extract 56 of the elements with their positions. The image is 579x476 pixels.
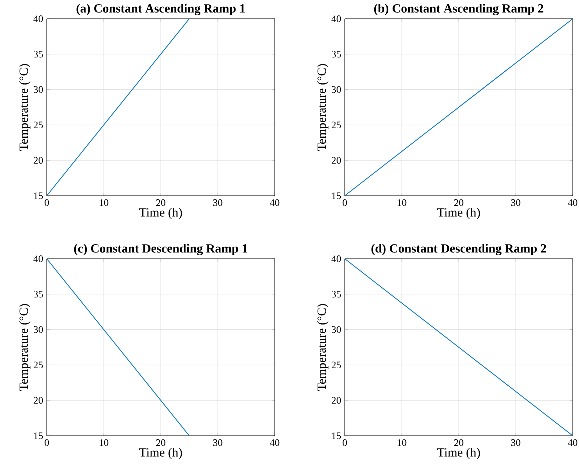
y-tick-label: 20 [34,397,44,404]
y-tick-label: 15 [332,432,342,440]
y-tick-label: 25 [34,362,44,369]
x-tick-label: 0 [44,440,50,446]
y-tick-label: 35 [34,51,44,58]
chart-title: (c) Constant Descending Ramp 1 [74,244,248,256]
x-tick-label: 0 [44,200,50,206]
x-tick-label: 40 [568,200,578,206]
x-axis-title: Time (h) [437,448,480,460]
y-tick-label: 25 [332,122,342,129]
y-tick-label: 30 [34,326,44,334]
x-tick-label: 40 [270,440,280,446]
x-axis-title: Time (h) [139,448,182,460]
x-tick-label: 0 [342,440,348,446]
y-tick-label: 20 [332,157,342,164]
x-tick-label: 40 [270,200,280,206]
x-tick-label: 30 [512,200,521,206]
y-tick-label: 35 [34,291,44,298]
y-tick-label: 35 [332,51,342,58]
x-axis-title: Time (h) [437,208,480,220]
x-tick-label: 10 [398,440,407,446]
y-axis-title: Temperature (°C) [317,64,329,151]
chart-title: (b) Constant Ascending Ramp 2 [374,4,544,16]
y-axis-title: Temperature (°C) [19,64,31,151]
y-axis-title: Temperature (°C) [19,304,31,391]
chart-title: (a) Constant Ascending Ramp 1 [76,4,246,16]
x-tick-label: 10 [100,200,109,206]
y-tick-label: 30 [332,326,342,334]
y-tick-label: 30 [34,86,44,94]
x-tick-label: 0 [342,200,348,206]
x-tick-label: 10 [100,440,109,446]
x-tick-label: 40 [568,440,578,446]
y-tick-label: 20 [34,157,44,164]
y-tick-label: 15 [34,192,44,200]
y-tick-label: 15 [34,432,44,440]
y-tick-label: 40 [34,16,44,22]
y-tick-label: 25 [332,362,342,369]
x-tick-label: 30 [214,200,223,206]
y-tick-label: 25 [34,122,44,129]
x-tick-label: 20 [156,440,166,446]
x-axis-title: Time (h) [139,208,182,220]
y-tick-label: 30 [332,86,342,94]
x-tick-label: 20 [454,440,464,446]
y-axis-title: Temperature (°C) [317,304,329,391]
y-tick-label: 15 [332,192,342,200]
x-tick-label: 20 [454,200,464,206]
y-tick-label: 40 [34,256,44,262]
x-tick-label: 20 [156,200,166,206]
y-tick-label: 40 [332,256,342,262]
x-tick-label: 30 [512,440,521,446]
x-tick-label: 10 [398,200,407,206]
chart-title: (d) Constant Descending Ramp 2 [372,244,546,256]
y-tick-label: 35 [332,291,342,298]
y-tick-label: 40 [332,16,342,22]
y-tick-label: 20 [332,397,342,404]
x-tick-label: 30 [214,440,223,446]
